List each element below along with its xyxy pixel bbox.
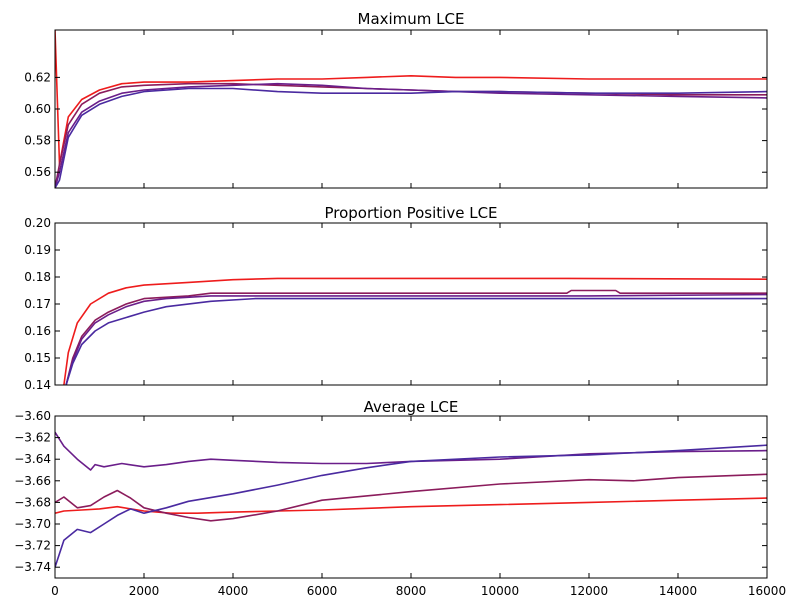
x-tick-label: 6000 [307,584,338,598]
series-line-2 [65,289,767,385]
y-tick-label: 0.18 [24,270,51,284]
plot-frame [54,415,768,579]
series-line-4 [55,444,767,568]
series-line-2 [55,473,767,522]
x-tick-label: 4000 [218,584,249,598]
y-tick-label: 0.16 [24,324,51,338]
series-group [55,431,767,568]
y-tick-label: 0.58 [24,134,51,148]
series-line-1 [63,277,767,385]
x-tick-label: 8000 [396,584,427,598]
chart-panel-1: Maximum LCE 0.56 0.58 0.60 0.62 [24,10,768,189]
y-tick-label: −3.66 [14,474,51,488]
y-tick-label: −3.62 [14,431,51,445]
chart-title: Maximum LCE [358,10,465,28]
y-tick-label: 0.19 [24,243,51,257]
y-tick-label: 0.20 [24,216,51,230]
y-tick-label: −3.68 [14,495,51,509]
chart-panel-2: Proportion Positive LCE 0.14 0.15 0.16 0.17 0… [24,204,768,392]
series-line-1 [55,30,767,166]
series-line-3 [55,82,767,188]
x-tick-label: 16000 [748,584,786,598]
y-tick-label: 0.62 [24,70,51,84]
y-tick-label: −3.72 [14,539,51,553]
series-line-3 [65,293,767,385]
series-line-4 [55,87,767,188]
y-tick-label: 0.60 [24,102,51,116]
series-line-1 [55,497,767,515]
x-tick-label: 12000 [570,584,608,598]
y-tick-label: −3.70 [14,517,51,531]
chart-title: Proportion Positive LCE [324,204,497,222]
series-line-3 [55,431,767,471]
series-group [55,30,767,188]
chart-title: Average LCE [364,398,459,416]
x-tick-label: 0 [51,584,59,598]
y-tick-label: −3.74 [14,560,51,574]
series-line-2 [55,82,767,188]
x-tick-label: 2000 [129,584,160,598]
plot-frame [54,29,768,189]
y-tick-label: −3.60 [14,409,51,423]
series-group [63,277,767,385]
x-tick-label: 10000 [481,584,519,598]
x-tick-label: 14000 [659,584,697,598]
series-line-4 [65,297,767,385]
y-tick-label: 0.15 [24,351,51,365]
y-tick-label: 0.56 [24,165,51,179]
y-tick-label: 0.17 [24,297,51,311]
chart-panel-3: Average LCE −3.62 −3.64 −3.66 −3.68 −3.70 −3.7… [14,398,786,598]
plot-frame [54,222,768,386]
y-tick-label: −3.64 [14,452,51,466]
y-tick-label: 0.14 [24,378,51,392]
